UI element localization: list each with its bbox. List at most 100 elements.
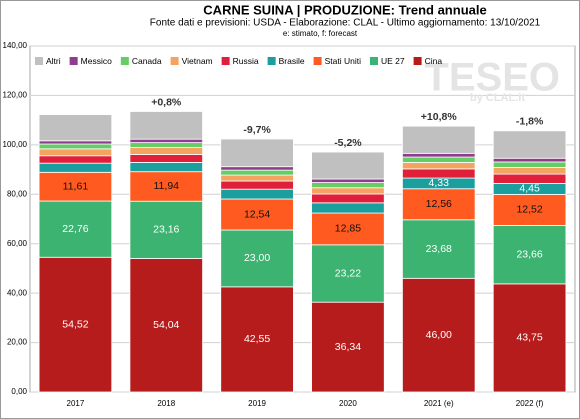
value-label: 54,04 xyxy=(153,319,179,331)
bar-segment xyxy=(220,166,294,171)
bar-segment xyxy=(38,114,113,142)
change-label: -5,2% xyxy=(334,137,362,149)
value-label: 36,34 xyxy=(335,341,361,353)
legend-label: Messico xyxy=(81,56,112,66)
legend-label: Brasile xyxy=(279,56,305,66)
legend-swatch xyxy=(267,57,276,65)
bar-segment xyxy=(129,142,203,148)
bar-segment xyxy=(129,162,203,173)
value-label: 42,55 xyxy=(244,333,270,345)
bar-segment xyxy=(311,301,385,393)
bar-segment xyxy=(220,229,294,288)
bar-segment xyxy=(129,111,203,140)
bar-segment xyxy=(311,202,385,214)
x-tick-label: 2019 xyxy=(248,399,266,408)
bar-segment xyxy=(38,256,113,393)
bar-segment xyxy=(492,173,567,184)
y-tick-label: 80,00 xyxy=(7,189,28,198)
bar-segment xyxy=(220,180,294,190)
watermark: TESEO xyxy=(424,56,560,100)
bar-segment xyxy=(220,174,294,182)
bar-segment xyxy=(402,219,476,279)
value-label: 12,52 xyxy=(516,204,542,216)
bar-segment xyxy=(129,258,203,393)
x-tick-label: 2021 (e) xyxy=(424,399,454,408)
legend-label: Stati Uniti xyxy=(325,56,361,66)
legend-label: Cina xyxy=(425,56,443,66)
y-tick-label: 140,00 xyxy=(3,41,28,50)
legend-swatch xyxy=(170,57,179,65)
value-label: 11,61 xyxy=(63,180,89,192)
legend-label: UE 27 xyxy=(381,56,405,66)
value-label: 46,00 xyxy=(426,329,452,341)
legend-swatch xyxy=(413,57,422,65)
value-label: 12,85 xyxy=(335,223,361,235)
value-label: 11,94 xyxy=(154,180,180,192)
bar-segment xyxy=(492,225,567,285)
bar-segment xyxy=(311,212,385,246)
value-label: 43,75 xyxy=(516,332,542,344)
value-label: 23,16 xyxy=(153,224,179,236)
value-label: 4,33 xyxy=(429,177,450,189)
value-label: 12,54 xyxy=(244,208,270,220)
bar-segment xyxy=(311,178,385,183)
bar-segment xyxy=(402,277,476,393)
y-tick-label: 20,00 xyxy=(7,338,28,347)
bar-segment xyxy=(38,148,113,157)
bar-segment xyxy=(402,156,476,163)
bar-segment xyxy=(220,188,294,200)
plot-area xyxy=(29,45,576,393)
bar-segment xyxy=(220,138,294,168)
value-label: 23,66 xyxy=(516,248,542,260)
bar-segment xyxy=(492,161,567,168)
value-label: 23,68 xyxy=(426,243,452,255)
bar-segment xyxy=(38,140,113,145)
x-tick-label: 2017 xyxy=(67,399,85,408)
bar-segment xyxy=(220,286,294,393)
y-tick-label: 0,00 xyxy=(11,387,27,396)
bar-segment xyxy=(492,130,567,159)
legend-swatch xyxy=(221,57,230,65)
legend-label: Russia xyxy=(233,56,259,66)
bar-segment xyxy=(311,193,385,204)
value-label: 23,00 xyxy=(244,252,270,264)
legend-swatch xyxy=(120,57,129,65)
legend-label: Vietnam xyxy=(182,56,213,66)
bar-segment xyxy=(311,151,385,180)
y-tick-label: 120,00 xyxy=(3,91,28,100)
bar-segment xyxy=(220,169,294,176)
legend-label: Canada xyxy=(132,56,162,66)
bar-segment xyxy=(402,152,476,158)
chart-title: CARNE SUINA | PRODUZIONE: Trend annuale xyxy=(203,2,486,17)
bar-segment xyxy=(38,200,113,258)
legend-swatch xyxy=(313,57,322,65)
bar-segment xyxy=(492,166,567,175)
bar-segment xyxy=(402,125,476,154)
value-label: 22,76 xyxy=(62,223,88,235)
change-label: +10,8% xyxy=(421,111,458,123)
bar-segment xyxy=(38,143,113,150)
bar-segment xyxy=(129,200,203,259)
bar-segment xyxy=(129,138,203,144)
x-tick-label: 2018 xyxy=(157,399,175,408)
change-label: +0,8% xyxy=(151,96,182,108)
bar-segment xyxy=(311,182,385,189)
change-label: -1,8% xyxy=(516,116,544,128)
y-tick-label: 100,00 xyxy=(3,140,28,149)
bar-segment xyxy=(38,171,113,202)
y-tick-label: 60,00 xyxy=(7,239,28,248)
bar-segment xyxy=(492,283,567,393)
legend-swatch xyxy=(35,57,43,65)
bar-segment xyxy=(220,198,294,231)
value-label: 4,45 xyxy=(519,183,540,195)
watermark-sub: by CLAL.it xyxy=(470,92,525,104)
note: e: stimato, f: forecast xyxy=(283,29,358,38)
legend-swatch xyxy=(69,57,78,65)
value-label: 54,52 xyxy=(62,318,88,330)
bar-segment xyxy=(38,155,113,164)
x-tick-label: 2020 xyxy=(339,399,357,408)
x-tick-label: 2022 (f) xyxy=(516,399,544,408)
bar-segment xyxy=(402,188,476,221)
bar-segment xyxy=(38,162,113,173)
